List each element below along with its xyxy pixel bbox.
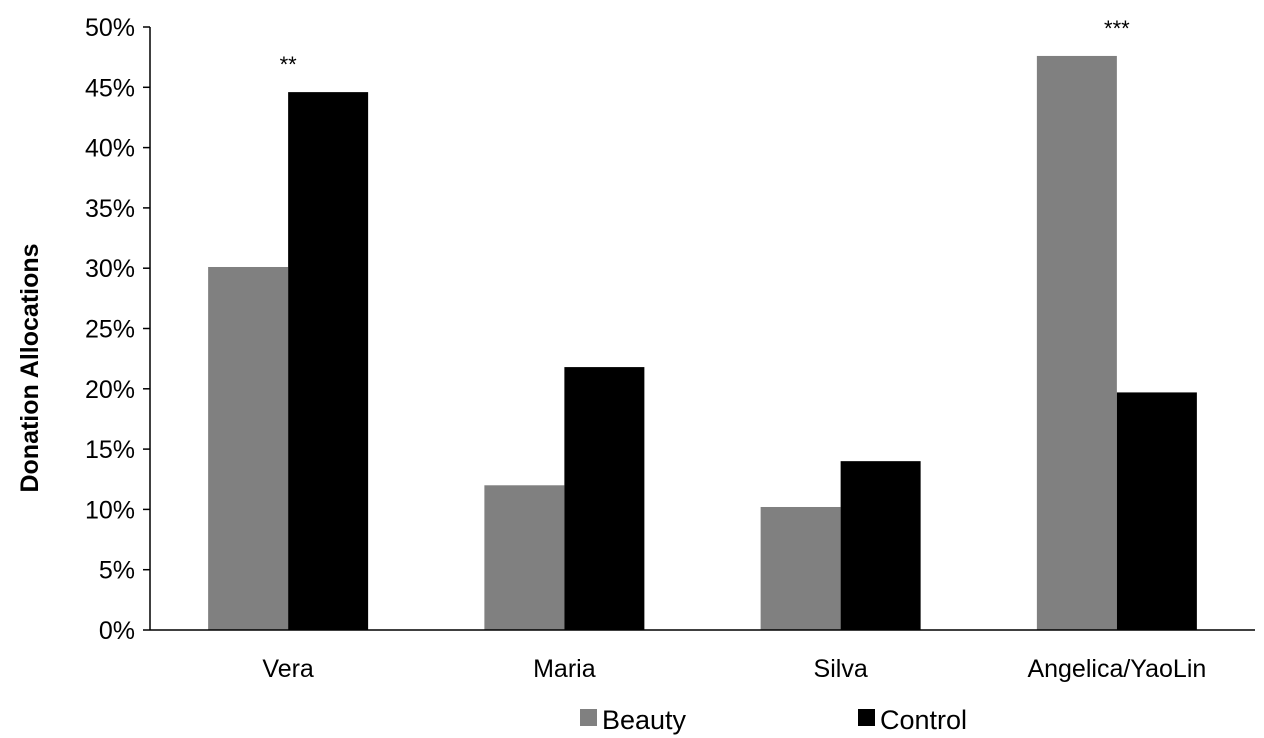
bars — [208, 55, 1197, 631]
bar-beauty-4 — [1036, 55, 1117, 631]
bar-control-3 — [840, 461, 921, 630]
y-tick-label: 40% — [85, 135, 135, 163]
bar-control-1 — [288, 92, 369, 630]
x-tick-label: Vera — [262, 655, 314, 683]
y-tick-label: 50% — [85, 14, 135, 42]
y-tick-label: 30% — [85, 255, 135, 283]
y-tick-label: 25% — [85, 316, 135, 344]
axes — [149, 27, 1255, 631]
significance-marker: *** — [1104, 16, 1130, 41]
bar-beauty-3 — [760, 506, 841, 630]
y-tick-label: 20% — [85, 376, 135, 404]
x-ticks: Vera Maria Silva Angelica/YaoLin — [262, 655, 1206, 683]
legend-label-control: Control — [880, 705, 967, 735]
x-tick-label: Angelica/YaoLin — [1027, 655, 1206, 683]
bar-control-4 — [1116, 392, 1197, 630]
legend-label-beauty: Beauty — [602, 705, 687, 735]
y-axis-title: Donation Allocations — [16, 243, 44, 492]
bar-beauty-2 — [484, 485, 565, 630]
y-tick-label: 10% — [85, 496, 135, 524]
legend-swatch-beauty — [580, 709, 597, 726]
y-tick-label: 15% — [85, 436, 135, 464]
y-tick-label: 5% — [99, 557, 135, 585]
y-axis-label-group: Donation Allocations — [16, 243, 44, 492]
legend: Beauty Control — [580, 705, 967, 735]
y-ticks: 0% 5% 10% 15% 20% 25% 30% 35% 40% 45% 50% — [85, 14, 150, 645]
legend-swatch-control — [858, 709, 875, 726]
x-tick-label: Silva — [814, 655, 868, 683]
bar-beauty-1 — [208, 266, 289, 630]
significance-annotations: ***** — [280, 16, 1131, 77]
y-tick-label: 45% — [85, 74, 135, 102]
significance-marker: ** — [280, 52, 298, 77]
bar-control-2 — [564, 367, 645, 630]
x-tick-label: Maria — [533, 655, 596, 683]
y-tick-label: 0% — [99, 617, 135, 645]
y-tick-label: 35% — [85, 195, 135, 223]
